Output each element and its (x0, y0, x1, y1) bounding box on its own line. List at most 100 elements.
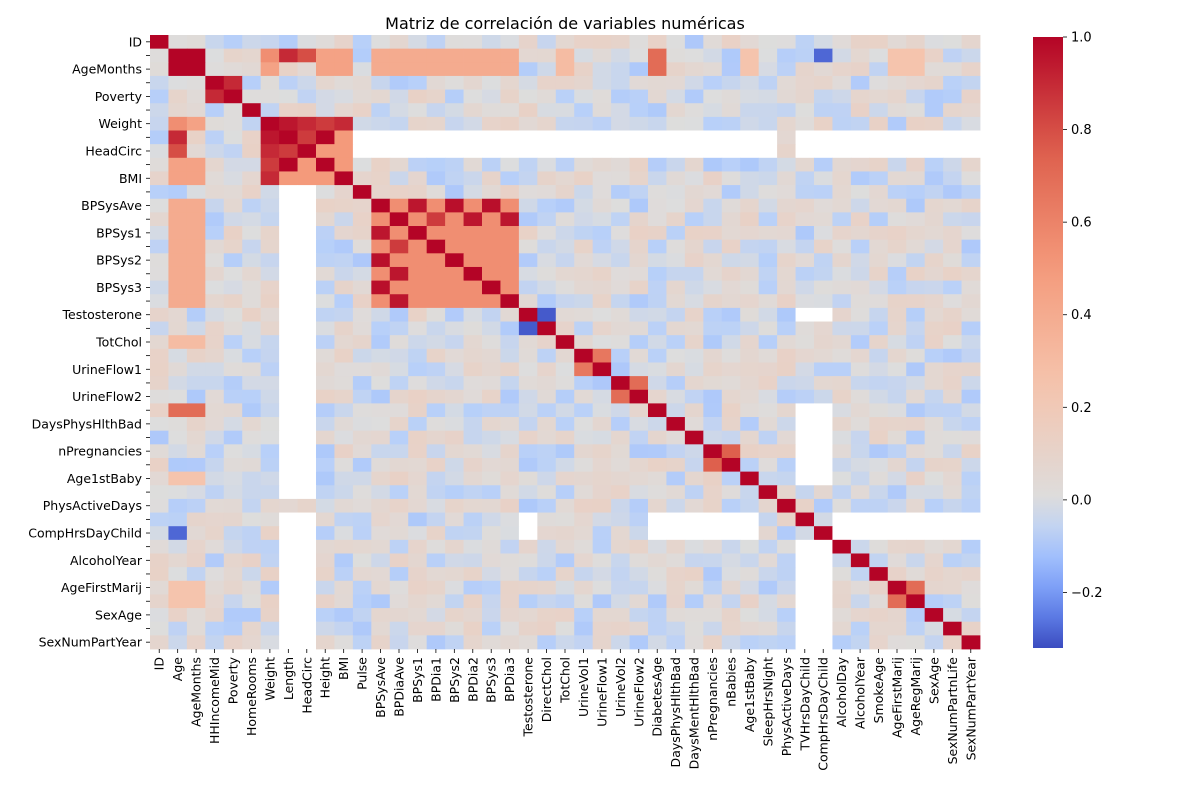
heatmap-cell (703, 635, 723, 650)
heatmap-cell (666, 116, 686, 131)
heatmap-cell (666, 348, 686, 363)
heatmap-cell (592, 362, 612, 377)
heatmap-cell (832, 539, 852, 554)
heatmap-cell (518, 35, 538, 50)
heatmap-cell (223, 362, 243, 377)
heatmap-cell (371, 594, 391, 609)
heatmap-cell (297, 526, 317, 541)
heatmap-cell (887, 307, 907, 322)
heatmap-cell (869, 130, 889, 145)
heatmap-cell (426, 130, 446, 145)
heatmap-cell (611, 212, 630, 227)
heatmap-cell (371, 48, 391, 63)
heatmap-cell (408, 403, 428, 418)
heatmap-cell (721, 567, 741, 582)
heatmap-cell (334, 144, 354, 159)
heatmap-cell (555, 376, 575, 391)
heatmap-cell (574, 75, 594, 90)
colorbar-tick-label: 0.0 (1071, 493, 1092, 508)
heatmap-cell (611, 185, 630, 200)
heatmap-cell (795, 62, 815, 77)
heatmap-cell (445, 266, 464, 281)
heatmap-cell (168, 362, 188, 377)
heatmap-cell (186, 594, 206, 609)
heatmap-cell (869, 444, 889, 459)
heatmap-cell (463, 362, 483, 377)
heatmap-cell (445, 635, 464, 650)
heatmap-cell (758, 608, 778, 623)
heatmap-cell (758, 403, 778, 418)
heatmap-cell (408, 212, 428, 227)
heatmap-cell (242, 62, 262, 77)
heatmap-cell (795, 226, 815, 241)
heatmap-cell (814, 130, 833, 145)
heatmap-cell (592, 526, 612, 541)
heatmap-cell (887, 348, 907, 363)
heatmap-cell (242, 580, 262, 595)
heatmap-cell (482, 116, 501, 131)
heatmap-cell (500, 212, 520, 227)
heatmap-cell (684, 144, 704, 159)
heatmap-cell (777, 608, 796, 623)
heatmap-cell (352, 335, 372, 350)
heatmap-cell (518, 253, 538, 268)
heatmap-cell (150, 553, 169, 568)
heatmap-cell (592, 512, 612, 527)
heatmap-cell (703, 348, 723, 363)
heatmap-cell (168, 621, 188, 636)
heatmap-cell (445, 198, 464, 213)
heatmap-cell (758, 430, 778, 445)
heatmap-cell (168, 430, 188, 445)
x-tick-label: AgeRegMarij (908, 657, 923, 735)
heatmap-cell (389, 417, 409, 432)
heatmap-cell (389, 280, 409, 295)
heatmap-cell (943, 226, 962, 241)
heatmap-cell (740, 294, 760, 309)
heatmap-cell (721, 144, 741, 159)
heatmap-cell (482, 580, 501, 595)
x-tick-label: UrineVol2 (613, 657, 628, 717)
heatmap-cell (334, 253, 354, 268)
heatmap-cell (795, 389, 815, 404)
heatmap-cell (924, 185, 944, 200)
heatmap-cell (537, 444, 557, 459)
heatmap-cell (537, 376, 557, 391)
heatmap-cell (371, 171, 391, 186)
heatmap-cell (150, 376, 169, 391)
heatmap-cell (943, 294, 962, 309)
heatmap-cell (186, 553, 206, 568)
heatmap-cell (887, 89, 907, 104)
heatmap-cell (150, 130, 169, 145)
heatmap-cell (518, 171, 538, 186)
x-tick-label: Testosterone (521, 657, 536, 738)
heatmap-cell (574, 621, 594, 636)
heatmap-cell (666, 430, 686, 445)
heatmap-cell (906, 403, 926, 418)
heatmap-cell (371, 457, 391, 473)
heatmap-cell (389, 185, 409, 200)
heatmap-cell (242, 89, 262, 104)
heatmap-cell (721, 403, 741, 418)
heatmap-cell (703, 48, 723, 63)
heatmap-cell (500, 266, 520, 281)
heatmap-cell (482, 185, 501, 200)
heatmap-cell (869, 89, 889, 104)
heatmap-cell (408, 417, 428, 432)
heatmap-cell (721, 48, 741, 63)
heatmap-cell (850, 62, 870, 77)
heatmap-cell (666, 485, 686, 500)
heatmap-cell (832, 294, 852, 309)
heatmap-cell (371, 198, 391, 213)
heatmap-cell (629, 430, 649, 445)
heatmap-cell (629, 376, 649, 391)
heatmap-cell (684, 226, 704, 241)
heatmap-cell (758, 157, 778, 172)
heatmap-cell (168, 280, 188, 295)
heatmap-cell (832, 580, 852, 595)
heatmap-cell (186, 226, 206, 241)
heatmap-cell (684, 457, 704, 473)
heatmap-cell (721, 266, 741, 281)
heatmap-cell (297, 348, 317, 363)
heatmap-cell (555, 89, 575, 104)
heatmap-cell (168, 539, 188, 554)
